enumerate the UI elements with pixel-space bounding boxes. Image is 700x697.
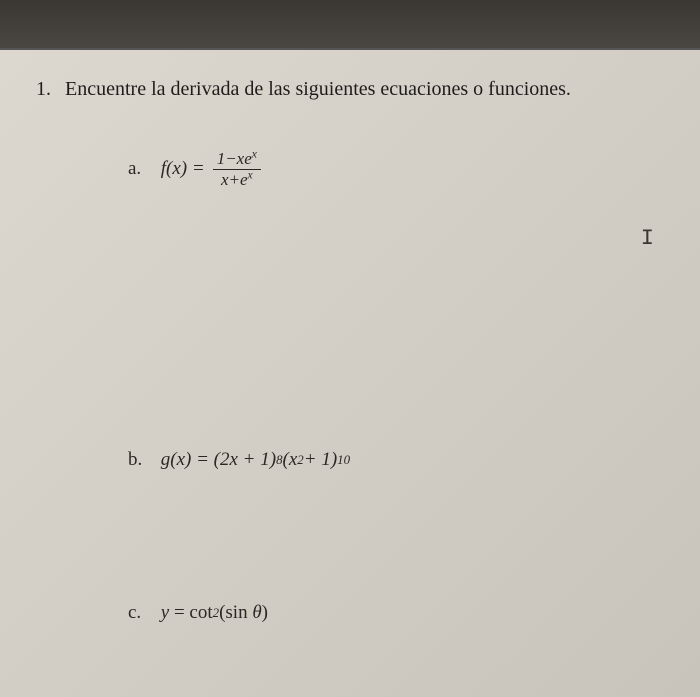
item-a-label: a. <box>128 158 156 180</box>
question-number: 1. <box>36 76 60 102</box>
worksheet-page: 1. Encuentre la derivada de las siguient… <box>0 48 700 697</box>
item-a-lhs: f(x) = <box>161 158 205 180</box>
item-c-expr1: y = cot <box>161 602 213 624</box>
question-prompt: 1. Encuentre la derivada de las siguient… <box>36 76 664 102</box>
item-b-expr2: (x <box>283 449 298 471</box>
item-a-numerator: 1−xex <box>213 150 261 170</box>
item-b-expr3: + 1) <box>304 449 337 471</box>
top-dark-band <box>0 0 700 48</box>
item-b-math: g(x) = (2x + 1)8(x2 + 1)10 <box>161 449 350 471</box>
item-a: a. f(x) = 1−xex x+ex <box>128 150 664 189</box>
item-a-math: f(x) = 1−xex x+ex <box>161 150 263 189</box>
text-cursor-icon: I <box>641 226 654 251</box>
item-a-den-sup: x <box>248 168 253 181</box>
item-a-fraction: 1−xex x+ex <box>213 150 261 189</box>
item-c-label: c. <box>128 602 156 624</box>
top-divider <box>0 48 700 50</box>
item-a-num-text: 1−xe <box>217 149 252 168</box>
item-a-den-text: x+e <box>221 170 248 189</box>
item-b-expr1: g(x) = (2x + 1) <box>161 449 276 471</box>
item-a-denominator: x+ex <box>217 170 257 189</box>
item-c-math: y = cot2(sin θ) <box>161 602 268 624</box>
item-b: b. g(x) = (2x + 1)8(x2 + 1)10 <box>128 449 664 472</box>
item-c-expr2: (sin θ) <box>219 602 268 624</box>
question-text: Encuentre la derivada de las siguientes … <box>65 78 571 100</box>
item-c: c. y = cot2(sin θ) <box>128 601 664 624</box>
item-a-num-sup: x <box>252 147 257 160</box>
item-b-label: b. <box>128 449 156 471</box>
